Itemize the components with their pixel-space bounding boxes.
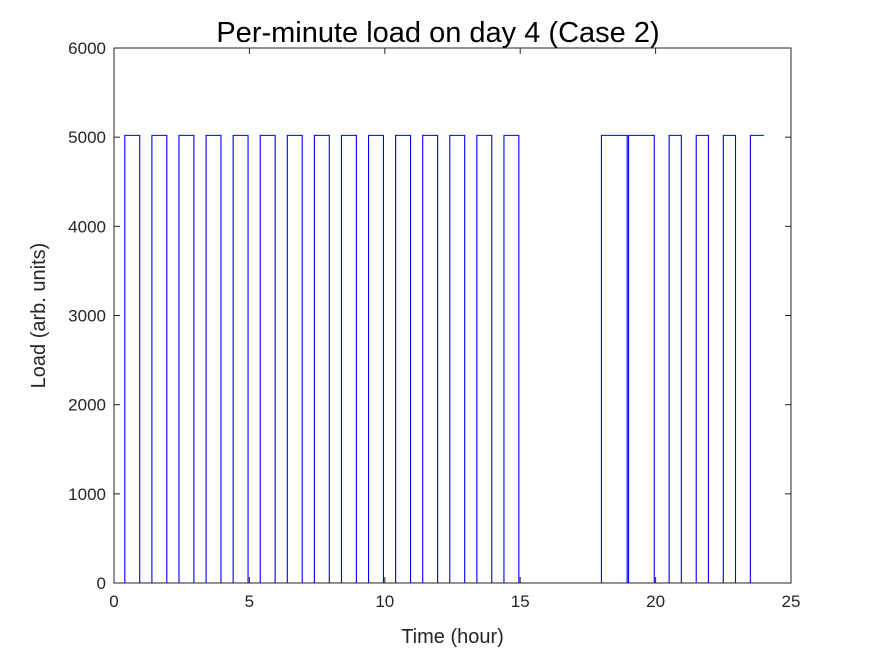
y-tick-label: 3000 [68,307,106,326]
x-tick-label: 20 [646,592,665,611]
axis-ticks: 0 5 10 15 20 25 0 1000 2000 3000 4000 5000 6000 [68,39,800,611]
chart-title: Per-minute load on day 4 (Case 2) [216,17,659,49]
plot-area [114,134,764,584]
x-tick-label: 10 [375,592,394,611]
y-tick-label: 2000 [68,396,106,415]
x-tick-label: 0 [109,592,118,611]
y-tick-label: 4000 [68,217,106,236]
y-tick-label: 0 [97,574,106,593]
x-axis-label: Time (hour) [401,626,504,648]
series-line [114,134,764,584]
y-tick-label: 1000 [68,485,106,504]
y-axis-label: Load (arb. units) [28,243,50,389]
x-tick-label: 15 [511,592,530,611]
x-tick-label: 25 [782,592,801,611]
axis-box [113,47,792,584]
y-tick-label: 6000 [68,39,106,58]
y-tick-label: 5000 [68,128,106,147]
x-tick-label: 5 [245,592,254,611]
